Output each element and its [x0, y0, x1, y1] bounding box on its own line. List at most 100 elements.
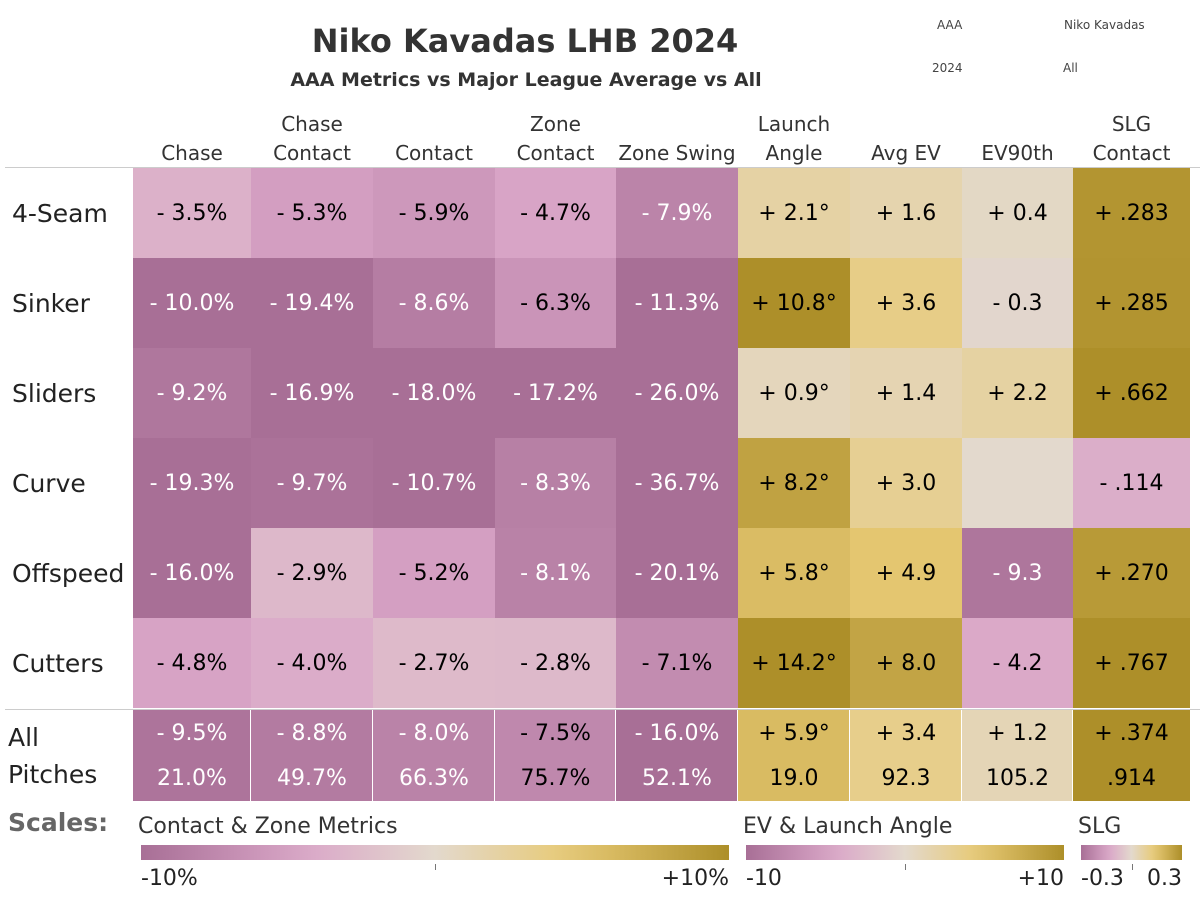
heatmap-cell: - 2.8%	[495, 618, 616, 708]
heatmap-cell: - 8.6%	[373, 258, 495, 348]
all-pitches-diff: - 7.5%	[520, 720, 591, 746]
column-header: Chase Contact	[251, 112, 373, 168]
filter-pitch[interactable]: All	[1063, 61, 1078, 75]
all-pitches-diff: + 3.4	[875, 720, 937, 746]
scale-max-label: +10%	[661, 866, 729, 891]
heatmap-cell: + 0.4	[962, 168, 1073, 258]
all-pitches-diff: + .374	[1094, 720, 1169, 746]
all-pitches-actual: 52.1%	[642, 765, 712, 791]
all-pitches-cell: - 7.5% 75.7%	[495, 710, 616, 801]
all-pitches-label-line1: All	[8, 722, 39, 752]
all-pitches-label-line2: Pitches	[8, 759, 98, 789]
column-header-line1: Launch	[757, 112, 831, 136]
scale-midpoint-tick	[1131, 864, 1133, 870]
column-header-line2: EV90th	[981, 141, 1054, 165]
all-pitches-diff: - 8.8%	[276, 720, 348, 746]
filter-level[interactable]: AAA	[937, 18, 963, 32]
scale-max-label: 0.3	[1147, 866, 1182, 891]
heatmap-cell: - 7.9%	[616, 168, 738, 258]
column-header-line1: Zone	[530, 112, 581, 136]
column-header: Chase	[133, 112, 251, 168]
cell-separator	[849, 710, 850, 801]
all-pitches-actual: 66.3%	[399, 765, 469, 791]
column-header-line2: Contact	[273, 141, 351, 165]
heatmap-cell: - 9.3	[962, 528, 1073, 618]
heatmap-cell: - 19.3%	[133, 438, 251, 528]
heatmap-cell: - 19.4%	[251, 258, 373, 348]
heatmap-cell: + .662	[1073, 348, 1190, 438]
heatmap-cell: + 1.4	[850, 348, 962, 438]
scale-midpoint-tick	[435, 864, 436, 870]
heatmap-cell: - 18.0%	[373, 348, 495, 438]
heatmap-cell: - 0.3	[962, 258, 1073, 348]
column-header-line1: SLG	[1111, 112, 1152, 136]
heatmap-cell: + .283	[1073, 168, 1190, 258]
heatmap-cell: - 8.1%	[495, 528, 616, 618]
heatmap-cell: - 11.3%	[616, 258, 738, 348]
all-pitches-cell: - 16.0% 52.1%	[616, 710, 738, 801]
heatmap-cell: - 4.0%	[251, 618, 373, 708]
column-header-line2: Contact	[1092, 141, 1171, 165]
column-header-line2: Angle	[765, 141, 823, 165]
all-pitches-cell: - 9.5% 21.0%	[133, 710, 251, 801]
heatmap-cell: + 3.0	[850, 438, 962, 528]
heatmap-cell: + .767	[1073, 618, 1190, 708]
column-header: EV90th	[962, 112, 1073, 168]
row-label: Offspeed	[12, 558, 125, 588]
cell-separator	[737, 710, 738, 801]
scale-title: EV & Launch Angle	[743, 814, 953, 839]
scale-title: SLG	[1078, 814, 1122, 839]
all-pitches-diff: - 9.5%	[156, 720, 228, 746]
column-header-line2: Zone Swing	[618, 141, 736, 165]
all-pitches-diff: + 5.9°	[758, 720, 830, 746]
all-pitches-actual: 75.7%	[520, 765, 591, 791]
column-header: Contact	[373, 112, 495, 168]
heatmap-cell: - 5.3%	[251, 168, 373, 258]
all-pitches-diff: + 1.2	[987, 720, 1048, 746]
column-header-line2: Avg EV	[871, 141, 941, 165]
heatmap-cell: + 8.0	[850, 618, 962, 708]
heatmap-cell: + 1.6	[850, 168, 962, 258]
header-divider	[5, 167, 1200, 168]
all-pitches-cell: + .374 .914	[1073, 710, 1190, 801]
heatmap-cell: + 2.1°	[738, 168, 850, 258]
heatmap-cell: + 0.9°	[738, 348, 850, 438]
heatmap-cell: - 4.8%	[133, 618, 251, 708]
all-pitches-label: All Pitches	[8, 710, 97, 801]
filter-year[interactable]: 2024	[932, 61, 963, 75]
filter-player[interactable]: Niko Kavadas	[1064, 18, 1145, 32]
heatmap-cell: - 3.5%	[133, 168, 251, 258]
column-header: Avg EV	[850, 112, 962, 168]
chart-subtitle: AAA Metrics vs Major League Average vs A…	[290, 69, 762, 91]
all-pitches-actual: .914	[1107, 765, 1156, 791]
heatmap-cell: - 7.1%	[616, 618, 738, 708]
heatmap-cell: - 36.7%	[616, 438, 738, 528]
all-pitches-actual: 105.2	[986, 765, 1049, 791]
column-header: SLG Contact	[1073, 112, 1190, 168]
column-header-line2: Contact	[516, 141, 595, 165]
heatmap-cell: - 6.3%	[495, 258, 616, 348]
heatmap-cell: - 16.0%	[133, 528, 251, 618]
heatmap-cell: - 9.7%	[251, 438, 373, 528]
cell-separator	[615, 710, 616, 801]
heatmap-cell: - 8.3%	[495, 438, 616, 528]
scale-gradient-bar	[1081, 845, 1182, 860]
heatmap-cell: - 17.2%	[495, 348, 616, 438]
cell-separator	[494, 710, 495, 801]
scales-label: Scales:	[8, 808, 109, 837]
heatmap-cell: + .270	[1073, 528, 1190, 618]
heatmap-cell: + 14.2°	[738, 618, 850, 708]
heatmap-cell: - 16.9%	[251, 348, 373, 438]
all-pitches-diff: - 16.0%	[634, 720, 720, 746]
heatmap-cell: - 5.9%	[373, 168, 495, 258]
heatmap-cell: - 2.9%	[251, 528, 373, 618]
cell-separator	[961, 710, 962, 801]
all-pitches-cell: + 3.4 92.3	[850, 710, 962, 801]
all-pitches-actual: 21.0%	[157, 765, 227, 791]
row-label: Sinker	[12, 288, 90, 318]
row-label: Curve	[12, 468, 86, 498]
cell-separator	[1072, 710, 1073, 801]
heatmap-cell: - 5.2%	[373, 528, 495, 618]
all-pitches-cell: + 5.9° 19.0	[738, 710, 850, 801]
column-header: Zone Contact	[495, 112, 616, 168]
